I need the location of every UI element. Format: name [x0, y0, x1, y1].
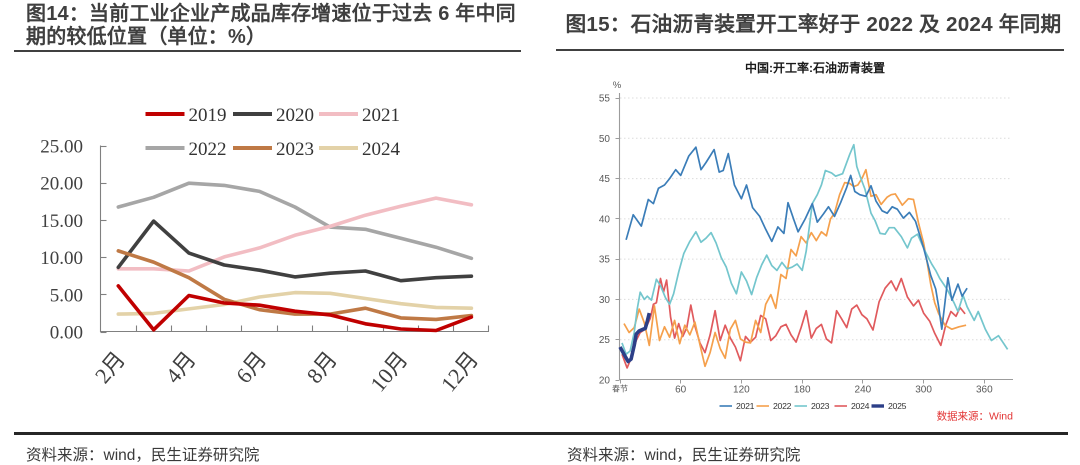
svg-text:15.00: 15.00: [40, 211, 83, 232]
svg-text:2025: 2025: [888, 401, 907, 411]
svg-text:0.00: 0.00: [50, 323, 83, 344]
svg-text:2020: 2020: [276, 105, 314, 126]
svg-text:40: 40: [599, 214, 611, 225]
svg-text:2024: 2024: [851, 401, 870, 411]
svg-text:2021: 2021: [736, 401, 755, 411]
svg-text:10月: 10月: [365, 347, 412, 397]
svg-text:2023: 2023: [276, 139, 314, 160]
svg-text:8月: 8月: [302, 347, 342, 388]
svg-text:2021: 2021: [362, 105, 400, 126]
svg-text:25: 25: [599, 335, 611, 346]
svg-text:50: 50: [599, 134, 611, 145]
svg-text:2024: 2024: [362, 139, 401, 160]
svg-text:55: 55: [599, 94, 611, 105]
svg-text:180: 180: [794, 385, 811, 396]
svg-text:12月: 12月: [436, 347, 483, 397]
svg-text:240: 240: [855, 385, 872, 396]
svg-text:20.00: 20.00: [40, 174, 83, 195]
svg-text:6月: 6月: [231, 347, 271, 388]
svg-text:2月: 2月: [90, 347, 130, 388]
svg-text:360: 360: [976, 385, 993, 396]
svg-text:30: 30: [599, 295, 611, 306]
svg-text:4月: 4月: [160, 347, 200, 388]
svg-text:300: 300: [915, 385, 932, 396]
svg-text:春节: 春节: [612, 384, 628, 394]
svg-text:数据来源：Wind: 数据来源：Wind: [937, 410, 1014, 423]
svg-text:中国:开工率:石油沥青装置: 中国:开工率:石油沥青装置: [745, 60, 885, 75]
svg-text:2022: 2022: [773, 401, 792, 411]
svg-text:120: 120: [733, 385, 750, 396]
svg-text:20: 20: [599, 376, 611, 387]
svg-text:10.00: 10.00: [40, 248, 83, 269]
svg-text:%: %: [613, 80, 622, 91]
svg-text:2023: 2023: [811, 401, 830, 411]
svg-text:25.00: 25.00: [40, 137, 83, 158]
svg-text:45: 45: [599, 174, 611, 185]
svg-text:35: 35: [599, 255, 611, 266]
svg-text:60: 60: [675, 385, 687, 396]
svg-text:5.00: 5.00: [50, 285, 83, 306]
svg-text:2019: 2019: [189, 105, 227, 126]
svg-text:2022: 2022: [189, 139, 227, 160]
